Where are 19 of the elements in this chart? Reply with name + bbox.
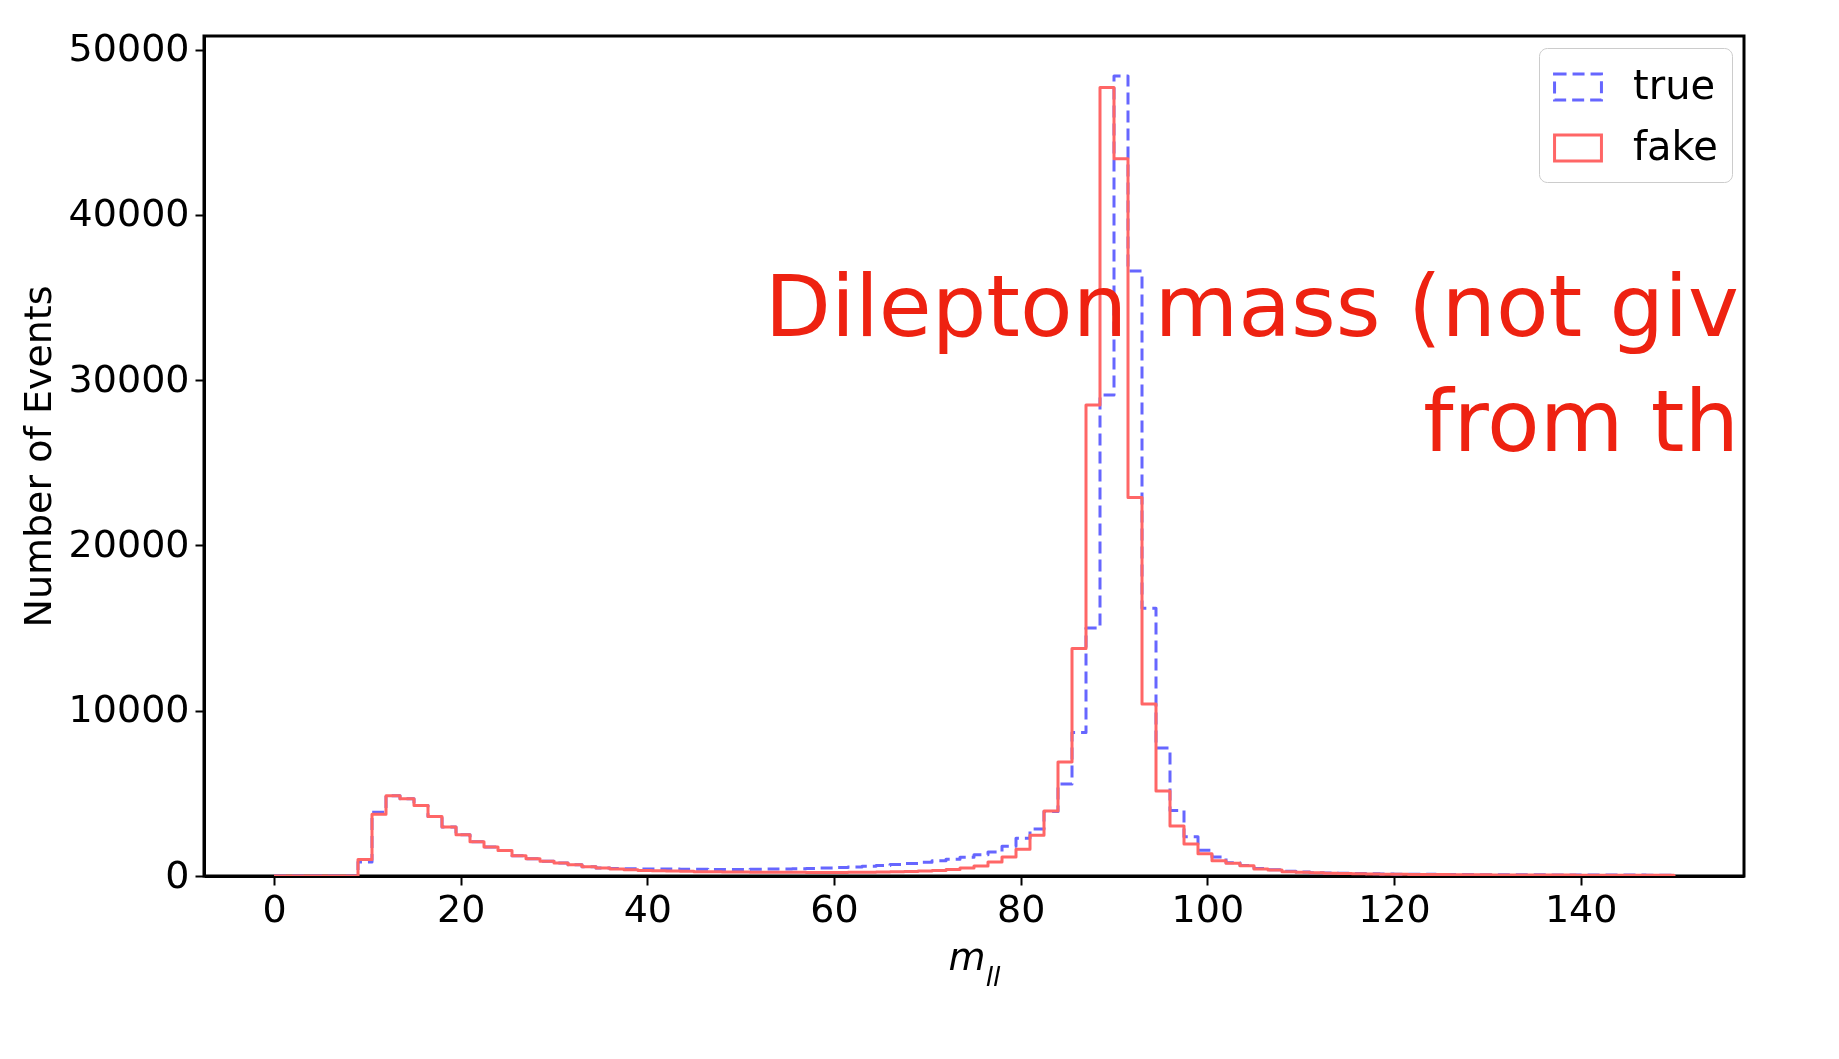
legend-label: fake [1633, 123, 1718, 169]
x-tick-label: 80 [996, 886, 1046, 931]
y-tick-label: 30000 [68, 356, 190, 401]
x-tick-label: 40 [623, 886, 673, 931]
x-tick-label: 20 [436, 886, 486, 931]
y-tick-label: 50000 [68, 26, 190, 71]
y-tick-label: 0 [165, 852, 190, 897]
y-axis-title: Number of Events [15, 285, 60, 628]
legend-label: true [1633, 62, 1716, 108]
x-tick-label: 120 [1358, 886, 1431, 931]
x-axis-title: m$_{ll}$ [948, 934, 1002, 991]
y-tick-label: 40000 [68, 191, 190, 236]
x-tick-label: 60 [810, 886, 859, 931]
x-tick-label: 0 [262, 886, 287, 931]
x-tick-label: 100 [1171, 886, 1245, 931]
x-tick-label: 140 [1544, 886, 1618, 931]
y-tick-label: 20000 [68, 521, 190, 566]
annotation: from th [1423, 371, 1739, 471]
y-tick-label: 10000 [68, 687, 190, 732]
